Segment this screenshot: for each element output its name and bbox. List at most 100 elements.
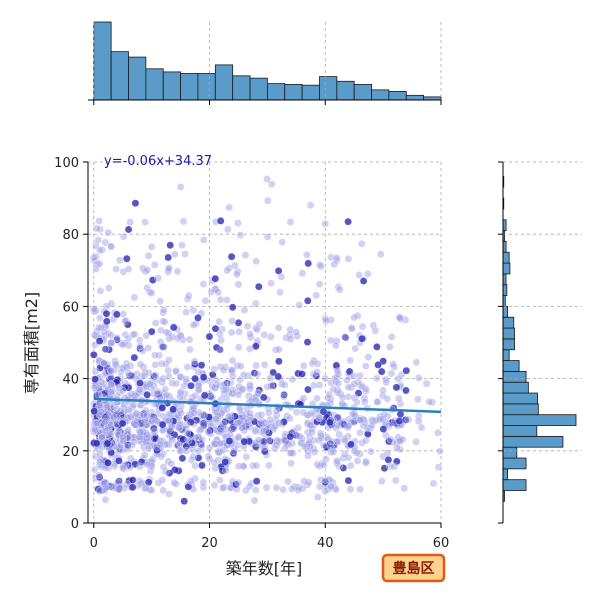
x-tick-label: 60 (433, 536, 450, 551)
scatter-point (93, 418, 101, 427)
scatter-point (118, 432, 127, 441)
y-tick-label: 40 (62, 373, 79, 388)
scatter-point (228, 372, 237, 381)
scatter-point (186, 477, 195, 485)
y-hist-bar (502, 414, 577, 426)
scatter-point (186, 345, 194, 354)
scatter-point (358, 382, 367, 391)
scatter-point (352, 448, 361, 457)
scatter-point (387, 369, 396, 378)
scatter-point (115, 483, 124, 492)
scatter-point (101, 368, 110, 377)
scatter-point (170, 250, 179, 259)
scatter-point (215, 317, 223, 326)
scatter-point (429, 479, 438, 488)
scatter-point (344, 476, 353, 485)
scatter-point (160, 318, 169, 326)
scatter-point (332, 361, 341, 370)
scatter-point (112, 265, 120, 273)
scatter-point (151, 319, 160, 327)
scatter-point (107, 366, 115, 375)
scatter-point (135, 476, 144, 485)
scatter-point (122, 254, 131, 263)
scatter-point (118, 364, 127, 372)
scatter-point (142, 411, 151, 420)
scatter-point (250, 417, 259, 426)
scatter-point (142, 430, 151, 439)
scatter-point (141, 267, 150, 276)
scatter-point (173, 441, 181, 450)
y-hist-bar (502, 425, 538, 437)
scatter-point (265, 429, 273, 437)
scatter-point (254, 282, 263, 291)
scatter-point (161, 467, 170, 476)
scatter-point (147, 243, 156, 251)
scatter-point (158, 378, 167, 387)
scatter-point (334, 379, 343, 388)
scatter-point (204, 427, 212, 436)
scatter-point (287, 459, 295, 468)
scatter-point (263, 196, 272, 205)
scatter-point (321, 476, 330, 484)
scatter-point (236, 362, 245, 370)
scatter-point (205, 332, 214, 341)
scatter-point (298, 484, 307, 493)
scatter-point (286, 335, 295, 344)
scatter-point (95, 314, 104, 322)
y-hist-bar (502, 316, 515, 329)
scatter-point (313, 359, 322, 368)
scatter-point (90, 383, 99, 392)
scatter-point (321, 374, 330, 383)
scatter-point (94, 390, 103, 399)
scatter-point (92, 265, 100, 273)
scatter-point (286, 218, 295, 226)
scatter-point (306, 201, 315, 210)
scatter-point (216, 346, 225, 354)
scatter-point (111, 357, 119, 365)
scatter-point (251, 439, 260, 447)
scatter-point (350, 379, 359, 388)
scatter-point (294, 486, 303, 494)
y-hist-bar (502, 468, 509, 481)
scatter-point (303, 250, 311, 259)
scatter-point (115, 477, 123, 486)
scatter-point (309, 381, 318, 390)
scatter-point (223, 296, 231, 304)
scatter-point (225, 437, 234, 445)
scatter-point (394, 433, 402, 442)
scatter-point (111, 360, 120, 369)
scatter-point (198, 461, 206, 470)
scatter-point (147, 327, 156, 336)
scatter-point (90, 407, 99, 416)
x-hist-bar (93, 21, 112, 101)
scatter-point (94, 236, 102, 244)
scatter-point (304, 478, 313, 487)
scatter-point (197, 425, 205, 434)
scatter-point (96, 286, 105, 295)
scatter-point (303, 296, 312, 305)
scatter-point (414, 395, 422, 404)
scatter-point (355, 271, 364, 279)
scatter-point (236, 231, 245, 240)
scatter-point (200, 391, 209, 400)
scatter-point (234, 478, 243, 487)
scatter-point (186, 418, 195, 427)
scatter-point (254, 436, 263, 444)
scatter-point (391, 476, 400, 485)
scatter-point (101, 238, 110, 247)
x-tick-label: 0 (90, 536, 98, 551)
scatter-point (165, 372, 173, 381)
scatter-point (277, 273, 286, 281)
scatter-point (181, 250, 189, 258)
scatter-points (89, 175, 444, 506)
scatter-point (214, 288, 223, 297)
scatter-point (90, 465, 99, 474)
scatter-point (346, 485, 355, 494)
scatter-point (357, 239, 366, 248)
scatter-point (272, 411, 281, 420)
scatter-point (118, 419, 127, 428)
scatter-point (93, 260, 102, 268)
scatter-point (118, 463, 127, 472)
scatter-point (396, 410, 405, 419)
scatter-point (374, 361, 382, 369)
